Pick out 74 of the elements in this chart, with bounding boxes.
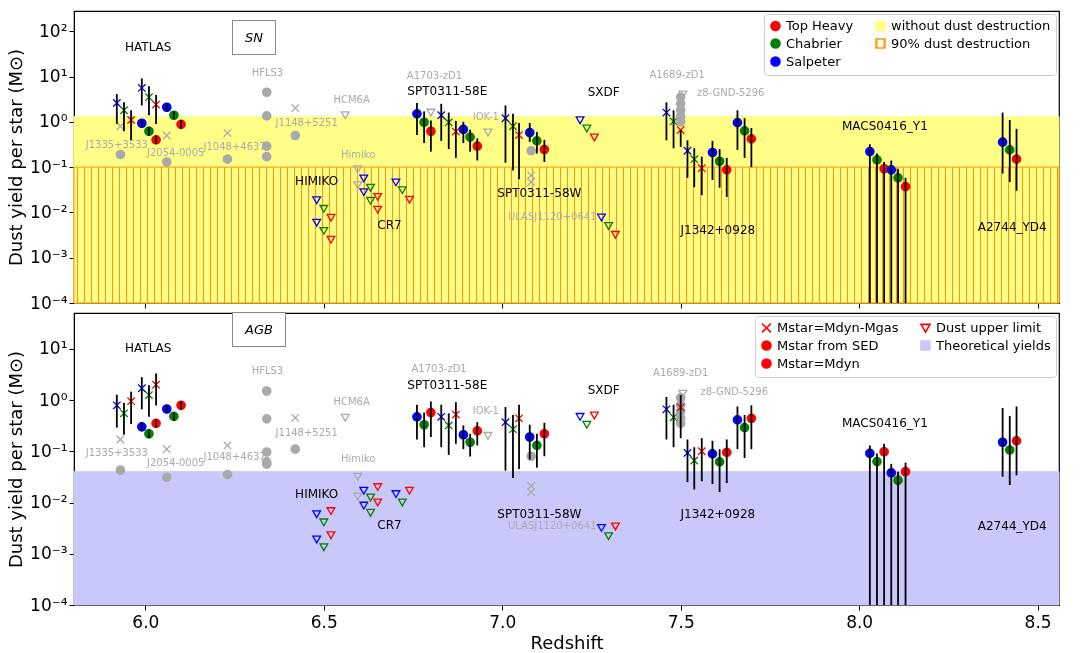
y-tick-label: 10⁻² bbox=[30, 201, 68, 222]
legend-label: Mstar=Mdyn-Mgas bbox=[777, 319, 899, 335]
annotation: SXDF bbox=[587, 382, 620, 397]
text: SN bbox=[232, 20, 276, 55]
legend-label: Chabrier bbox=[786, 35, 843, 51]
annotation: Himiko bbox=[340, 452, 376, 464]
annotation: A2744_YD4 bbox=[977, 518, 1047, 533]
y-tick-label: 10¹ bbox=[39, 338, 68, 359]
annotation: CR7 bbox=[377, 517, 402, 532]
y-tick-label: 10⁻¹ bbox=[30, 156, 68, 177]
legend-label: 90% dust destruction bbox=[891, 35, 1031, 51]
annotation: J1342+0928 bbox=[679, 506, 756, 521]
annotation: ULASJ1120+0641 bbox=[507, 519, 597, 531]
legend-label: Mstar=Mdyn bbox=[777, 355, 860, 371]
legend-label: Theoretical yields bbox=[935, 337, 1051, 353]
y-tick-label: 10⁻³ bbox=[30, 247, 68, 268]
annotation: SPT0311-58E bbox=[407, 84, 488, 99]
annotation: HATLAS bbox=[125, 341, 172, 356]
annotation: HFLS3 bbox=[251, 66, 284, 78]
y-tick-label: 10⁻¹ bbox=[30, 440, 68, 461]
annotation: MACS0416_Y1 bbox=[841, 119, 928, 134]
annotation: A2744_YD4 bbox=[977, 220, 1047, 235]
annotation: HCM6A bbox=[333, 93, 370, 105]
y-tick-label: 10¹ bbox=[39, 66, 68, 87]
annotation: IOK-1 bbox=[472, 404, 499, 416]
annotation: A1689-zD1 bbox=[653, 367, 709, 379]
annotation: J1335+3533 bbox=[84, 446, 148, 458]
annotation: J1342+0928 bbox=[679, 223, 756, 238]
legend-label: Top Heavy bbox=[785, 17, 854, 33]
legend-label: Salpeter bbox=[786, 53, 842, 69]
x-tick-label: 7.5 bbox=[667, 611, 695, 632]
annotation: SXDF bbox=[587, 85, 620, 100]
y-tick-label: 10⁻⁴ bbox=[30, 594, 68, 615]
annotation: HFLS3 bbox=[251, 364, 284, 376]
annotation: J2054-0005 bbox=[145, 457, 205, 469]
annotation: CR7 bbox=[377, 217, 402, 232]
y-tick-label: 10⁻⁴ bbox=[30, 292, 68, 313]
x-tick-label: 8.5 bbox=[1024, 611, 1052, 632]
text: AGB bbox=[232, 312, 286, 347]
annotation: z8-GND-5296 bbox=[696, 87, 765, 99]
x-tick-label: 7.0 bbox=[489, 611, 517, 632]
annotation: HCM6A bbox=[333, 395, 370, 407]
annotation: MACS0416_Y1 bbox=[841, 415, 928, 430]
annotation: J1048+4637 bbox=[202, 140, 266, 152]
annotation: HIMIKO bbox=[295, 487, 339, 502]
annotation: J1048+4637 bbox=[202, 451, 266, 463]
annotation: A1703-zD1 bbox=[411, 362, 467, 374]
annotation: J1148+5251 bbox=[274, 116, 338, 128]
legend-label: Mstar from SED bbox=[777, 337, 879, 353]
annotation: A1703-zD1 bbox=[406, 69, 463, 81]
y-axis-title: Dust yield per star (M⊙) bbox=[5, 48, 27, 267]
annotation: A1689-zD1 bbox=[649, 68, 705, 80]
y-axis-title: Dust yield per star (M⊙) bbox=[5, 350, 27, 569]
annotation: SPT0311-58W bbox=[497, 506, 582, 521]
annotation: SPT0311-58W bbox=[497, 185, 582, 200]
annotation: J1335+3533 bbox=[84, 138, 148, 150]
annotation: z8-GND-5296 bbox=[700, 385, 769, 397]
y-tick-label: 10⁰ bbox=[39, 389, 68, 410]
x-tick-label: 8.0 bbox=[846, 611, 874, 632]
annotation: HIMIKO bbox=[295, 174, 339, 189]
y-tick-label: 10⁰ bbox=[39, 111, 68, 132]
annotation: J1148+5251 bbox=[274, 426, 338, 438]
legend-label: without dust destruction bbox=[891, 17, 1051, 33]
annotation: HATLAS bbox=[125, 39, 172, 54]
annotation: J2054-0005 bbox=[145, 146, 205, 158]
x-tick-label: 6.0 bbox=[132, 611, 160, 632]
x-axis-title: Redshift bbox=[530, 631, 604, 653]
y-tick-label: 10² bbox=[39, 20, 68, 41]
y-tick-label: 10⁻³ bbox=[30, 543, 68, 564]
legend-label: Dust upper limit bbox=[936, 320, 1042, 336]
annotation: Himiko bbox=[340, 148, 376, 160]
annotation: SPT0311-58E bbox=[407, 378, 488, 393]
x-tick-label: 6.5 bbox=[310, 611, 338, 632]
y-tick-label: 10⁻² bbox=[30, 492, 68, 513]
